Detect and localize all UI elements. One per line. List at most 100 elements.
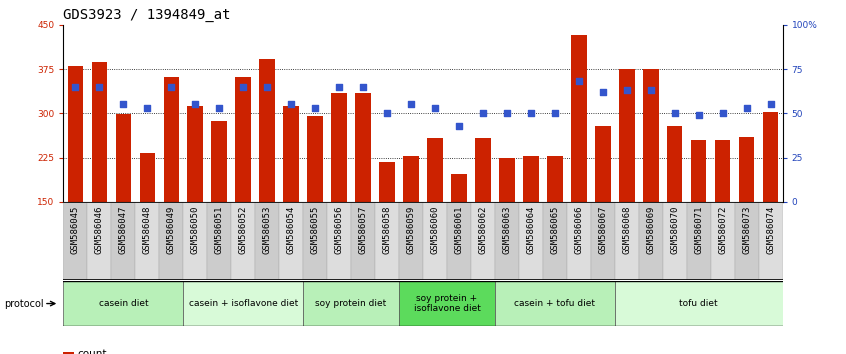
Text: GSM586054: GSM586054 xyxy=(287,206,295,254)
Bar xyxy=(567,202,591,280)
Point xyxy=(69,84,82,90)
Point xyxy=(140,105,154,111)
Bar xyxy=(87,202,112,280)
Point xyxy=(476,110,490,116)
Text: tofu diet: tofu diet xyxy=(679,299,718,308)
Text: GSM586056: GSM586056 xyxy=(335,206,343,254)
Bar xyxy=(711,202,734,280)
Bar xyxy=(135,202,159,280)
Text: GSM586060: GSM586060 xyxy=(431,206,439,254)
Bar xyxy=(447,202,471,280)
Text: count: count xyxy=(78,349,107,354)
Bar xyxy=(68,66,83,202)
Text: GSM586065: GSM586065 xyxy=(551,206,559,254)
Point xyxy=(356,84,370,90)
Text: GSM586069: GSM586069 xyxy=(646,206,655,254)
Bar xyxy=(159,202,184,280)
Text: GSM586072: GSM586072 xyxy=(718,206,727,254)
Bar xyxy=(375,202,399,280)
Bar xyxy=(279,202,303,280)
Point xyxy=(261,84,274,90)
Bar xyxy=(212,121,227,202)
Bar xyxy=(399,281,495,326)
Bar xyxy=(379,162,395,202)
Bar xyxy=(595,126,611,202)
Text: GSM586052: GSM586052 xyxy=(239,206,248,254)
Bar xyxy=(427,138,442,202)
Text: GSM586059: GSM586059 xyxy=(407,206,415,254)
Text: GSM586064: GSM586064 xyxy=(526,206,536,254)
Text: GSM586066: GSM586066 xyxy=(574,206,583,254)
Point xyxy=(764,102,777,107)
Text: soy protein diet: soy protein diet xyxy=(316,299,387,308)
Bar xyxy=(739,137,755,202)
Text: protocol: protocol xyxy=(4,298,44,309)
Bar xyxy=(451,174,467,202)
Bar xyxy=(495,281,615,326)
Text: GSM586053: GSM586053 xyxy=(263,206,272,254)
Point xyxy=(164,84,178,90)
Bar xyxy=(591,202,615,280)
Bar xyxy=(499,158,514,202)
Point xyxy=(428,105,442,111)
Bar xyxy=(475,138,491,202)
Bar xyxy=(571,35,586,202)
Text: GSM586073: GSM586073 xyxy=(742,206,751,254)
Text: GDS3923 / 1394849_at: GDS3923 / 1394849_at xyxy=(63,8,231,22)
Text: GSM586057: GSM586057 xyxy=(359,206,367,254)
Point xyxy=(117,102,130,107)
Bar xyxy=(235,77,251,202)
Bar xyxy=(404,156,419,202)
Point xyxy=(452,123,465,129)
Point xyxy=(404,102,418,107)
Bar xyxy=(423,202,447,280)
Bar xyxy=(759,202,783,280)
Bar xyxy=(163,77,179,202)
Bar xyxy=(63,202,87,280)
Bar xyxy=(615,202,639,280)
Point xyxy=(548,110,562,116)
Bar xyxy=(547,156,563,202)
Text: casein + tofu diet: casein + tofu diet xyxy=(514,299,596,308)
Bar xyxy=(307,116,323,202)
Point xyxy=(739,105,753,111)
Bar xyxy=(519,202,543,280)
Point xyxy=(189,102,202,107)
Bar xyxy=(691,140,706,202)
Bar xyxy=(188,105,203,202)
Bar xyxy=(495,202,519,280)
Bar xyxy=(116,114,131,202)
Bar xyxy=(112,202,135,280)
Bar xyxy=(662,202,687,280)
Bar xyxy=(184,281,303,326)
Text: GSM586048: GSM586048 xyxy=(143,206,151,254)
Bar xyxy=(332,93,347,202)
Point xyxy=(212,105,226,111)
Point xyxy=(332,84,346,90)
Bar xyxy=(615,281,783,326)
Bar xyxy=(687,202,711,280)
Text: GSM586055: GSM586055 xyxy=(310,206,320,254)
Point xyxy=(380,110,393,116)
Bar xyxy=(734,202,759,280)
Text: GSM586061: GSM586061 xyxy=(454,206,464,254)
Bar xyxy=(140,153,155,202)
Point xyxy=(620,87,634,93)
Bar xyxy=(184,202,207,280)
Point xyxy=(236,84,250,90)
Bar xyxy=(643,69,658,202)
Bar xyxy=(91,62,107,202)
Text: GSM586050: GSM586050 xyxy=(191,206,200,254)
Text: GSM586051: GSM586051 xyxy=(215,206,223,254)
Point xyxy=(500,110,514,116)
Bar xyxy=(351,202,375,280)
Bar xyxy=(471,202,495,280)
Bar xyxy=(639,202,662,280)
Text: GSM586071: GSM586071 xyxy=(695,206,703,254)
Bar xyxy=(667,126,683,202)
Bar xyxy=(399,202,423,280)
Bar xyxy=(207,202,231,280)
Text: GSM586045: GSM586045 xyxy=(71,206,80,254)
Bar xyxy=(523,156,539,202)
Bar xyxy=(260,59,275,202)
